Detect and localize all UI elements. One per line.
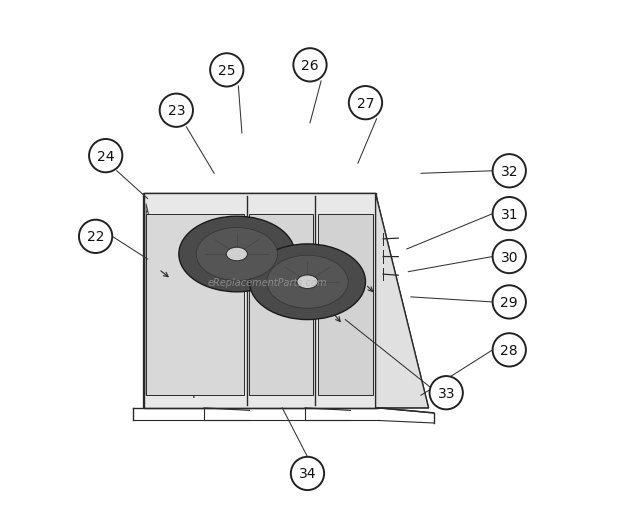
Text: 33: 33	[438, 386, 455, 400]
Circle shape	[430, 376, 463, 410]
Circle shape	[291, 457, 324, 490]
Circle shape	[293, 49, 327, 82]
Polygon shape	[144, 194, 197, 408]
Text: 31: 31	[500, 207, 518, 221]
Polygon shape	[376, 194, 428, 408]
Circle shape	[89, 139, 122, 173]
Text: 29: 29	[500, 295, 518, 309]
Text: 28: 28	[500, 343, 518, 357]
Ellipse shape	[179, 217, 295, 292]
Circle shape	[493, 240, 526, 274]
Circle shape	[493, 286, 526, 319]
Polygon shape	[144, 194, 428, 408]
Circle shape	[493, 155, 526, 188]
Polygon shape	[146, 214, 244, 395]
Text: 32: 32	[500, 164, 518, 179]
Polygon shape	[144, 194, 376, 408]
Polygon shape	[317, 214, 373, 395]
Circle shape	[493, 333, 526, 367]
Polygon shape	[146, 204, 194, 398]
Text: 23: 23	[167, 104, 185, 118]
Circle shape	[79, 220, 112, 253]
Text: eReplacementParts.com: eReplacementParts.com	[207, 277, 327, 287]
Ellipse shape	[249, 244, 365, 320]
Circle shape	[493, 197, 526, 231]
Circle shape	[210, 54, 244, 88]
Circle shape	[349, 87, 382, 120]
Ellipse shape	[226, 248, 247, 261]
Ellipse shape	[197, 228, 278, 281]
Text: 25: 25	[218, 64, 236, 78]
Text: 27: 27	[356, 97, 374, 110]
Circle shape	[160, 94, 193, 128]
Text: 26: 26	[301, 59, 319, 73]
Text: 22: 22	[87, 230, 104, 244]
Ellipse shape	[297, 275, 318, 289]
Text: 34: 34	[299, 467, 316, 480]
Text: 24: 24	[97, 149, 115, 163]
Polygon shape	[249, 214, 312, 395]
Text: 30: 30	[500, 250, 518, 264]
Ellipse shape	[267, 256, 348, 308]
